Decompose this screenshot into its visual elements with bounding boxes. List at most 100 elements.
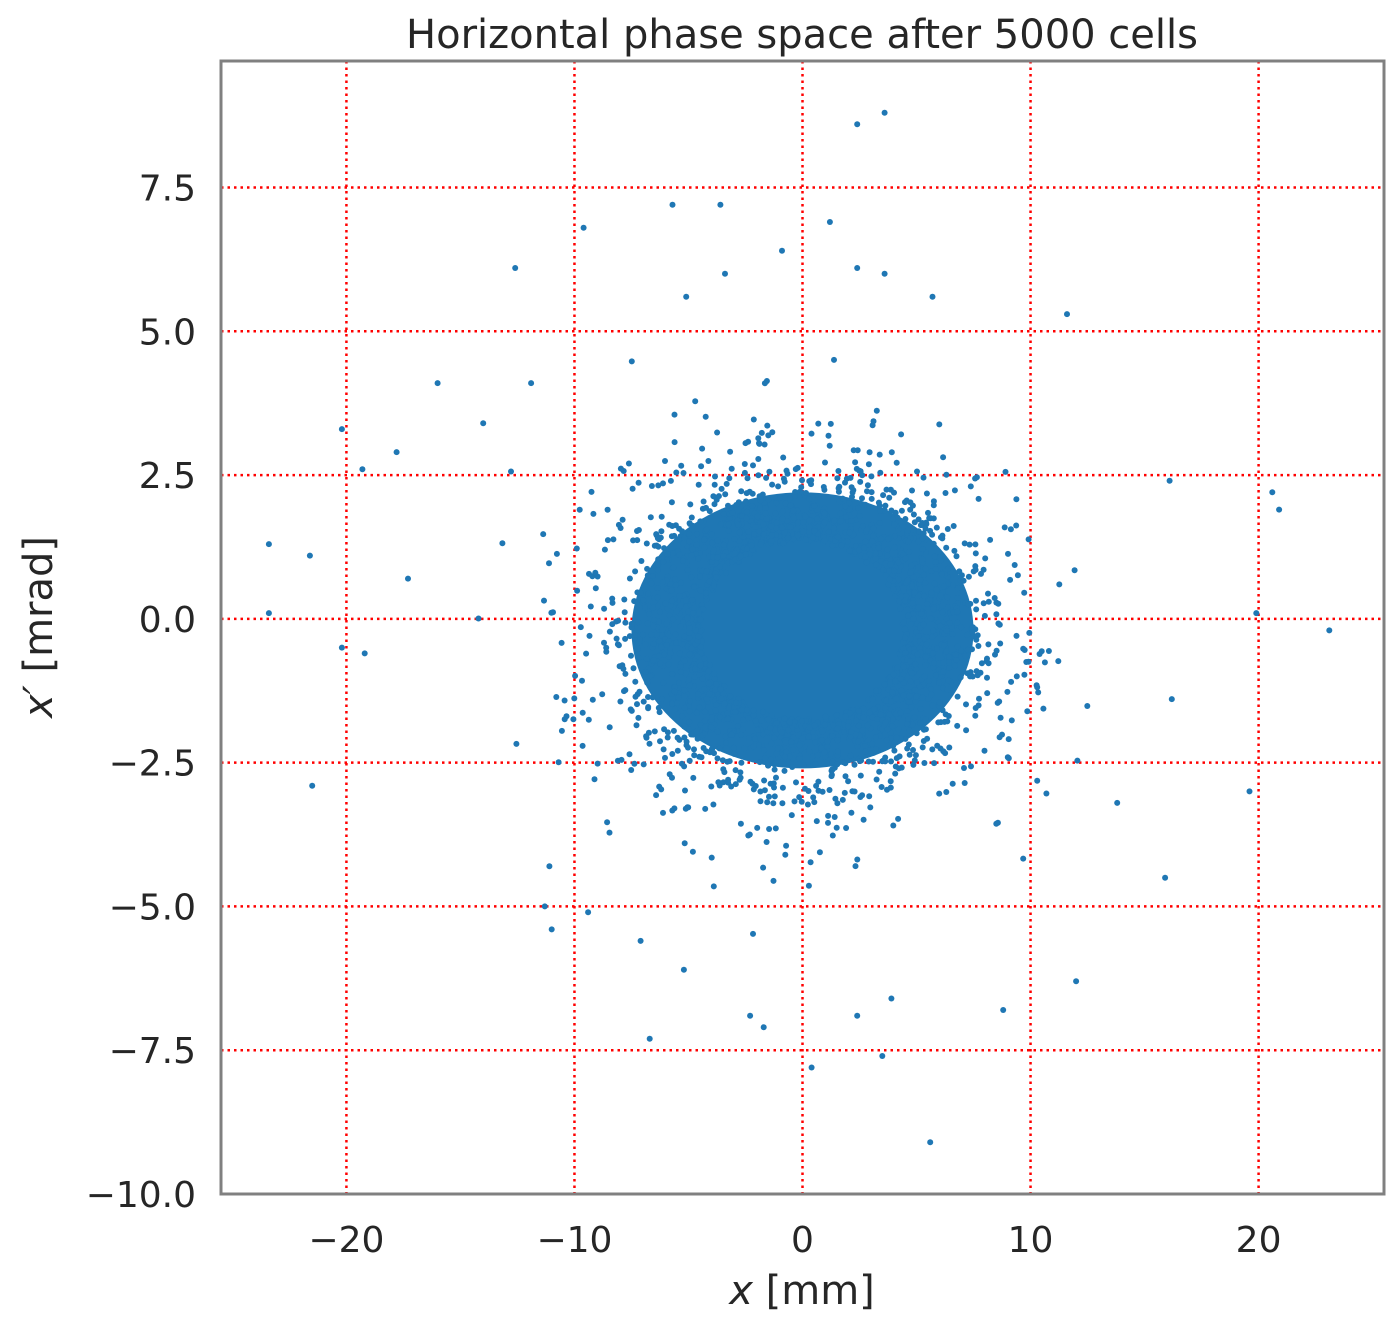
scatter-point [1034,684,1041,691]
scatter-point [702,805,709,812]
scatter-point [908,670,915,676]
scatter-point [890,671,897,678]
scatter-point [712,473,718,480]
scatter-point [265,610,272,617]
scatter-point [599,691,606,698]
scatter-point [946,658,952,665]
scatter-point [716,563,723,570]
scatter-point [915,538,922,545]
scatter-point [721,700,728,707]
scatter-point [917,706,924,712]
scatter-point [837,518,844,525]
scatter-point [1045,648,1052,654]
scatter-point [640,597,647,604]
scatter-point [954,608,961,615]
scatter-point [902,516,909,522]
scatter-point [897,709,904,716]
scatter-point [916,529,923,535]
scatter-point [909,721,916,728]
scatter-point [854,743,861,750]
scatter-point [711,670,718,677]
scatter-point [714,537,721,544]
scatter-point [528,380,535,387]
scatter-point [691,746,697,753]
scatter-point [694,638,701,644]
scatter-point [770,800,777,807]
scatter-point [688,552,695,559]
scatter-point [688,574,695,581]
scatter-point [683,597,689,604]
scatter-point [887,778,894,785]
scatter-point [631,598,638,605]
scatter-point [710,554,716,561]
scatter-point [900,692,907,699]
scatter-point [576,506,583,513]
scatter-point [706,508,713,515]
y-tick-label: 2.5 [139,456,196,497]
scatter-point [1074,757,1081,764]
scatter-point [872,550,879,557]
scatter-point [669,671,676,677]
scatter-point [914,679,920,686]
scatter-point [781,715,788,722]
scatter-point [1020,855,1027,862]
scatter-point [682,787,688,794]
scatter-point [708,531,715,538]
scatter-point [822,713,829,720]
scatter-point [763,378,770,384]
scatter-point [782,500,789,507]
scatter-point [609,599,616,606]
scatter-point [972,705,979,711]
scatter-point [700,745,707,751]
scatter-point [670,564,677,571]
scatter-point [777,494,784,501]
scatter-point [873,687,879,694]
scatter-point [838,542,845,549]
scatter-point [750,707,757,714]
scatter-point [792,489,799,495]
scatter-point [763,474,770,481]
scatter-point [668,597,675,604]
scatter-point [935,719,942,726]
scatter-point [884,546,891,553]
scatter-point [939,532,946,539]
scatter-point [941,642,948,649]
scatter-point [903,593,910,599]
scatter-point [969,624,976,631]
scatter-point [809,753,816,760]
scatter-point [847,710,854,717]
scatter-point [963,727,970,734]
y-axis-label: x′ [mrad] [16,536,62,720]
scatter-point [835,468,842,474]
scatter-point [626,751,633,758]
scatter-point [880,492,887,499]
scatter-point [785,727,792,734]
scatter-point [680,540,687,547]
scatter-point [829,832,836,839]
scatter-point [985,598,992,605]
scatter-point [1071,567,1078,574]
scatter-point [708,783,715,790]
scatter-point [668,587,675,594]
scatter-point [854,121,861,128]
scatter-point [787,495,793,502]
scatter-point [741,745,748,752]
scatter-point [695,633,702,640]
scatter-point [773,525,779,532]
scatter-point [873,776,880,783]
scatter-point [613,618,620,625]
scatter-point [586,570,592,577]
scatter-point [1023,659,1030,665]
scatter-point [772,760,779,767]
scatter-point [779,508,786,515]
scatter-point [773,720,780,727]
scatter-point [961,780,968,786]
scatter-point [848,517,855,524]
scatter-point [920,474,927,481]
scatter-point [915,633,922,639]
scatter-point [723,739,729,746]
scatter-point [997,640,1004,647]
scatter-point [694,735,701,742]
scatter-point [680,966,687,973]
